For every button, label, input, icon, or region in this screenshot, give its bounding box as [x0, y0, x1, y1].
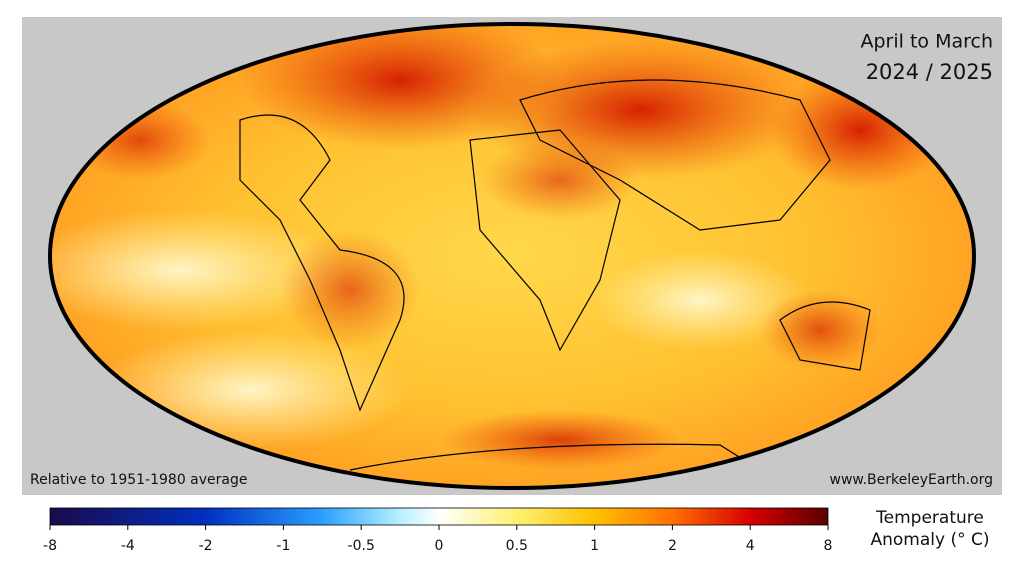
colorbar-tick-label: -8	[43, 538, 57, 554]
colorbar-tick-label: -1	[276, 538, 290, 554]
colorbar-tick-label: -2	[199, 538, 213, 554]
source: www.BerkeleyEarth.org	[830, 472, 993, 488]
colorbar-tick-label: 0.5	[506, 538, 528, 554]
colorbar-label: Anomaly (° C)	[870, 530, 989, 550]
baseline-note: Relative to 1951-1980 average	[30, 472, 248, 488]
colorbar-tick-label: 8	[824, 538, 833, 554]
colorbar-tick-label: 1	[590, 538, 599, 554]
colorbar-label: Temperature	[875, 508, 984, 528]
colorbar	[49, 507, 829, 526]
colorbar-tick-label: -0.5	[348, 538, 375, 554]
colorbar-tick-label: -4	[121, 538, 135, 554]
title: April to March	[861, 31, 994, 53]
colorbar-tick-label: 4	[746, 538, 755, 554]
colorbar-tick-label: 2	[668, 538, 677, 554]
globe-outline	[48, 22, 976, 490]
period: 2024 / 2025	[866, 60, 993, 84]
colorbar-tick-label: 0	[435, 538, 444, 554]
